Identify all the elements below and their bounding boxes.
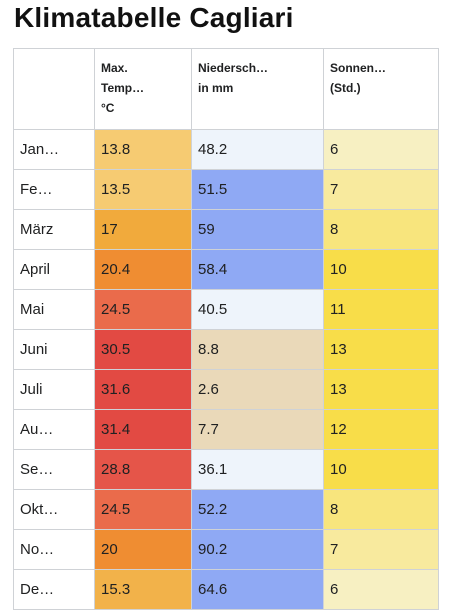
max-temp-cell: 15.3 xyxy=(94,569,192,610)
climate-table: Max. Temp… °C Niedersch… in mm Sonnen… (… xyxy=(13,48,439,610)
sunshine-cell: 8 xyxy=(323,489,439,530)
table-row: Se… 28.8 36.1 10 xyxy=(13,449,439,490)
sunshine-cell: 10 xyxy=(323,449,439,490)
precipitation-cell: 7.7 xyxy=(191,409,324,450)
max-temp-cell: 17 xyxy=(94,209,192,250)
table-row: Au… 31.4 7.7 12 xyxy=(13,409,439,450)
precipitation-cell: 59 xyxy=(191,209,324,250)
table-row: Jan… 13.8 48.2 6 xyxy=(13,129,439,170)
precipitation-cell: 36.1 xyxy=(191,449,324,490)
table-row: De… 15.3 64.6 6 xyxy=(13,569,439,610)
max-temp-cell: 20 xyxy=(94,529,192,570)
max-temp-cell: 24.5 xyxy=(94,489,192,530)
max-temp-cell: 31.4 xyxy=(94,409,192,450)
table-row: Juli 31.6 2.6 13 xyxy=(13,369,439,410)
max-temp-cell: 28.8 xyxy=(94,449,192,490)
month-cell: Okt… xyxy=(13,489,95,530)
month-cell: April xyxy=(13,249,95,290)
sunshine-cell: 6 xyxy=(323,129,439,170)
header-line: in mm xyxy=(198,81,234,95)
precipitation-cell: 48.2 xyxy=(191,129,324,170)
month-cell: März xyxy=(13,209,95,250)
header-line: Max. xyxy=(101,61,128,75)
page-title: Klimatabelle Cagliari xyxy=(14,2,294,33)
precipitation-cell: 8.8 xyxy=(191,329,324,370)
month-column-header xyxy=(13,48,95,130)
sunshine-cell: 13 xyxy=(323,369,439,410)
month-cell: De… xyxy=(13,569,95,610)
precipitation-cell: 58.4 xyxy=(191,249,324,290)
max-temp-column-header[interactable]: Max. Temp… °C xyxy=(94,48,192,130)
header-line: (Std.) xyxy=(330,81,361,95)
precipitation-cell: 2.6 xyxy=(191,369,324,410)
table-row: Okt… 24.5 52.2 8 xyxy=(13,489,439,530)
max-temp-cell: 24.5 xyxy=(94,289,192,330)
header-line: Temp… xyxy=(101,81,145,95)
precipitation-cell: 90.2 xyxy=(191,529,324,570)
month-cell: Fe… xyxy=(13,169,95,210)
sunshine-cell: 7 xyxy=(323,529,439,570)
header-line: Niedersch… xyxy=(198,61,269,75)
max-temp-cell: 30.5 xyxy=(94,329,192,370)
sunshine-cell: 12 xyxy=(323,409,439,450)
sunshine-cell: 7 xyxy=(323,169,439,210)
sunshine-column-header[interactable]: Sonnen… (Std.) xyxy=(323,48,439,130)
month-cell: Juli xyxy=(13,369,95,410)
table-row: April 20.4 58.4 10 xyxy=(13,249,439,290)
max-temp-cell: 20.4 xyxy=(94,249,192,290)
sunshine-cell: 8 xyxy=(323,209,439,250)
month-cell: Au… xyxy=(13,409,95,450)
precipitation-column-header[interactable]: Niedersch… in mm xyxy=(191,48,324,130)
month-cell: Se… xyxy=(13,449,95,490)
header-line: °C xyxy=(101,101,115,115)
max-temp-cell: 13.8 xyxy=(94,129,192,170)
month-cell: Juni xyxy=(13,329,95,370)
sunshine-cell: 6 xyxy=(323,569,439,610)
month-cell: Jan… xyxy=(13,129,95,170)
precipitation-cell: 52.2 xyxy=(191,489,324,530)
table-row: Mai 24.5 40.5 11 xyxy=(13,289,439,330)
month-cell: No… xyxy=(13,529,95,570)
precipitation-cell: 64.6 xyxy=(191,569,324,610)
table-header-row: Max. Temp… °C Niedersch… in mm Sonnen… (… xyxy=(13,48,439,130)
max-temp-cell: 13.5 xyxy=(94,169,192,210)
table-row: März 17 59 8 xyxy=(13,209,439,250)
precipitation-cell: 51.5 xyxy=(191,169,324,210)
table-row: No… 20 90.2 7 xyxy=(13,529,439,570)
sunshine-cell: 13 xyxy=(323,329,439,370)
sunshine-cell: 11 xyxy=(323,289,439,330)
header-line: Sonnen… xyxy=(330,61,386,75)
max-temp-cell: 31.6 xyxy=(94,369,192,410)
table-row: Fe… 13.5 51.5 7 xyxy=(13,169,439,210)
table-row: Juni 30.5 8.8 13 xyxy=(13,329,439,370)
month-cell: Mai xyxy=(13,289,95,330)
sunshine-cell: 10 xyxy=(323,249,439,290)
precipitation-cell: 40.5 xyxy=(191,289,324,330)
